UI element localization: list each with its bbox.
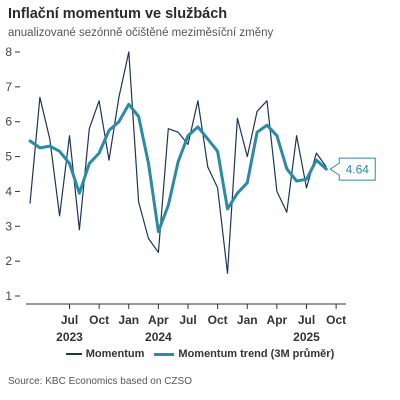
x-tick-label: Jan xyxy=(118,313,139,327)
y-axis: 1 2 3 4 5 6 7 8 xyxy=(5,45,20,303)
x-year-label: 2024 xyxy=(145,330,172,344)
x-tick-label: Jul xyxy=(298,313,315,327)
series-line-trend xyxy=(28,102,328,233)
x-tick-label: Oct xyxy=(89,313,109,327)
x-tick-label: Oct xyxy=(326,313,346,327)
x-tick-label: Jan xyxy=(237,313,258,327)
x-year-label: 2025 xyxy=(293,330,320,344)
last-value-callout: 4.64 xyxy=(329,157,376,181)
legend-item-trend[interactable]: Momentum trend (3M průměr) xyxy=(154,348,334,360)
y-tick-label: 7 xyxy=(5,80,12,94)
callout-value: 4.64 xyxy=(346,163,370,177)
legend: Momentum Momentum trend (3M průměr) xyxy=(0,348,400,360)
y-tick-label: 3 xyxy=(5,219,12,233)
legend-label-momentum: Momentum xyxy=(85,348,145,360)
y-tick-label: 4 xyxy=(5,184,12,198)
y-tick-label: 2 xyxy=(5,254,12,268)
legend-label-trend: Momentum trend (3M průměr) xyxy=(178,348,335,360)
y-tick-label: 1 xyxy=(5,289,12,303)
x-tick-label: Jul xyxy=(179,313,196,327)
y-tick-label: 8 xyxy=(5,45,12,59)
x-tick-label: Apr xyxy=(267,313,288,327)
x-tick-label: Jul xyxy=(61,313,78,327)
legend-item-momentum[interactable]: Momentum xyxy=(65,348,145,360)
x-axis: Jul 2023 Oct Jan Apr 2024 Jul Oct Jan Apr Jul 2025 O… xyxy=(26,303,346,344)
legend-swatch-trend xyxy=(154,352,175,356)
source-note: Source: KBC Economics based on CZSO xyxy=(8,376,192,387)
x-tick-label: Apr xyxy=(148,313,169,327)
callout-box xyxy=(329,157,376,181)
x-year-label: 2023 xyxy=(56,330,83,344)
y-tick-label: 6 xyxy=(5,115,12,129)
legend-swatch-momentum xyxy=(65,353,82,355)
x-tick-label: Oct xyxy=(208,313,228,327)
y-tick-label: 5 xyxy=(5,150,12,164)
series-line-momentum xyxy=(29,51,327,274)
series-group xyxy=(28,51,328,274)
chart-title: Inflační momentum ve službách xyxy=(8,6,228,22)
chart-subtitle: anualizované sezónně očištěné meziměsíčn… xyxy=(8,27,274,39)
